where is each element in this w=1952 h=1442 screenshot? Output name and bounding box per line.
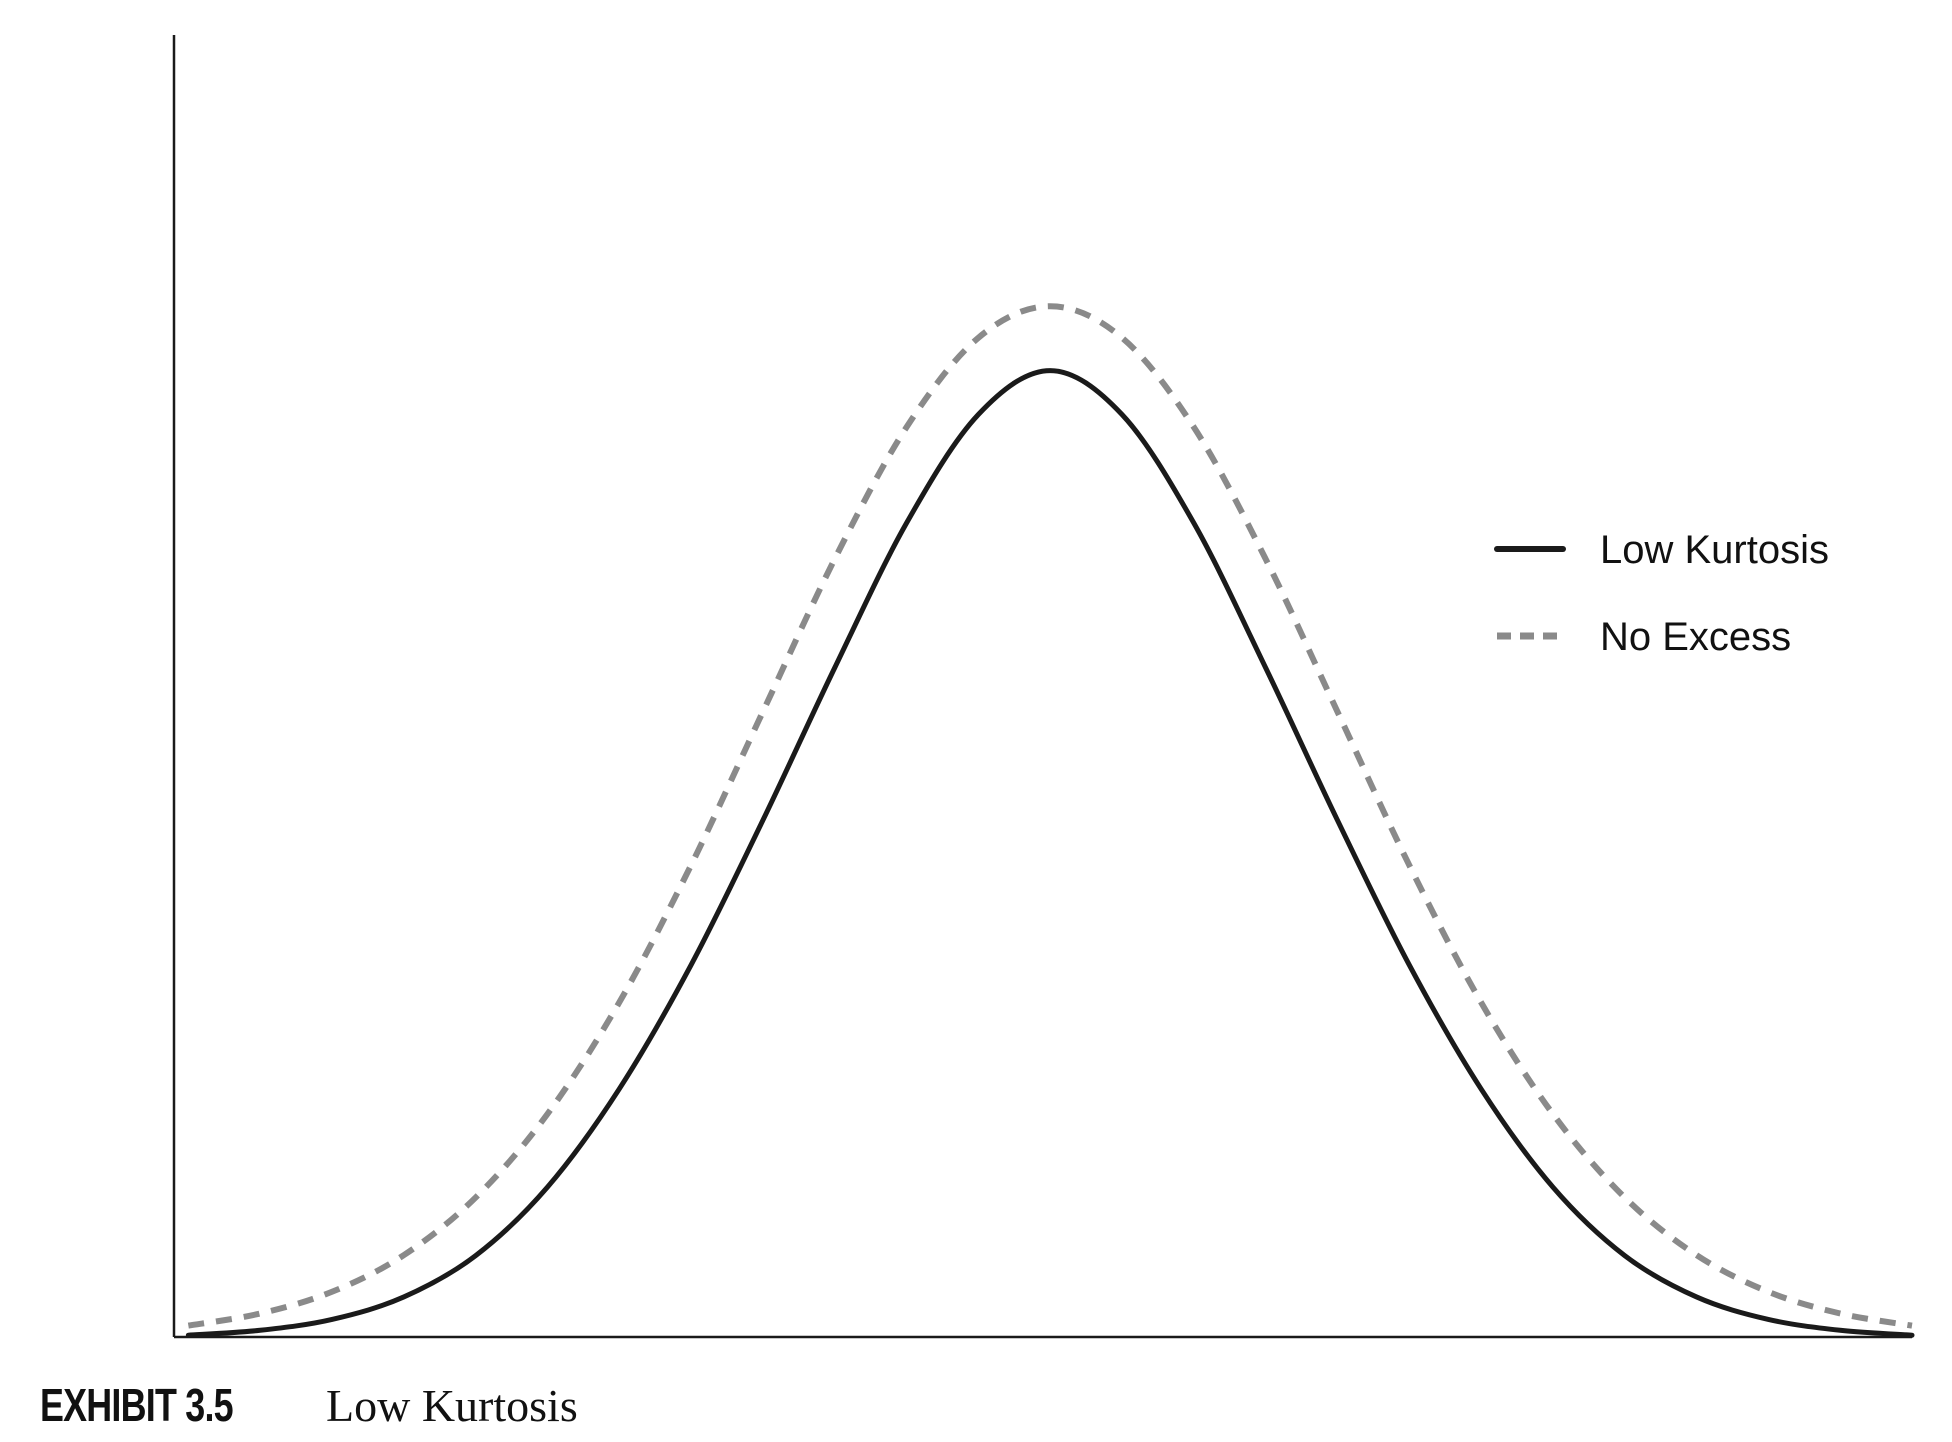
exhibit-title: Low Kurtosis: [326, 1380, 578, 1431]
legend-label-low-kurtosis: Low Kurtosis: [1600, 528, 1829, 572]
axes: [172, 35, 1912, 1339]
series-layer: [185, 303, 1915, 1338]
figure-caption: EXHIBIT 3.5 Low Kurtosis: [40, 1378, 578, 1438]
legend: Low Kurtosis No Excess: [1494, 528, 1829, 659]
legend-label-no-excess: No Excess: [1600, 615, 1791, 659]
exhibit-label: EXHIBIT 3.5: [40, 1379, 234, 1431]
series-line-no-excess: [187, 303, 1913, 1329]
series-line-low-kurtosis: [185, 368, 1915, 1338]
